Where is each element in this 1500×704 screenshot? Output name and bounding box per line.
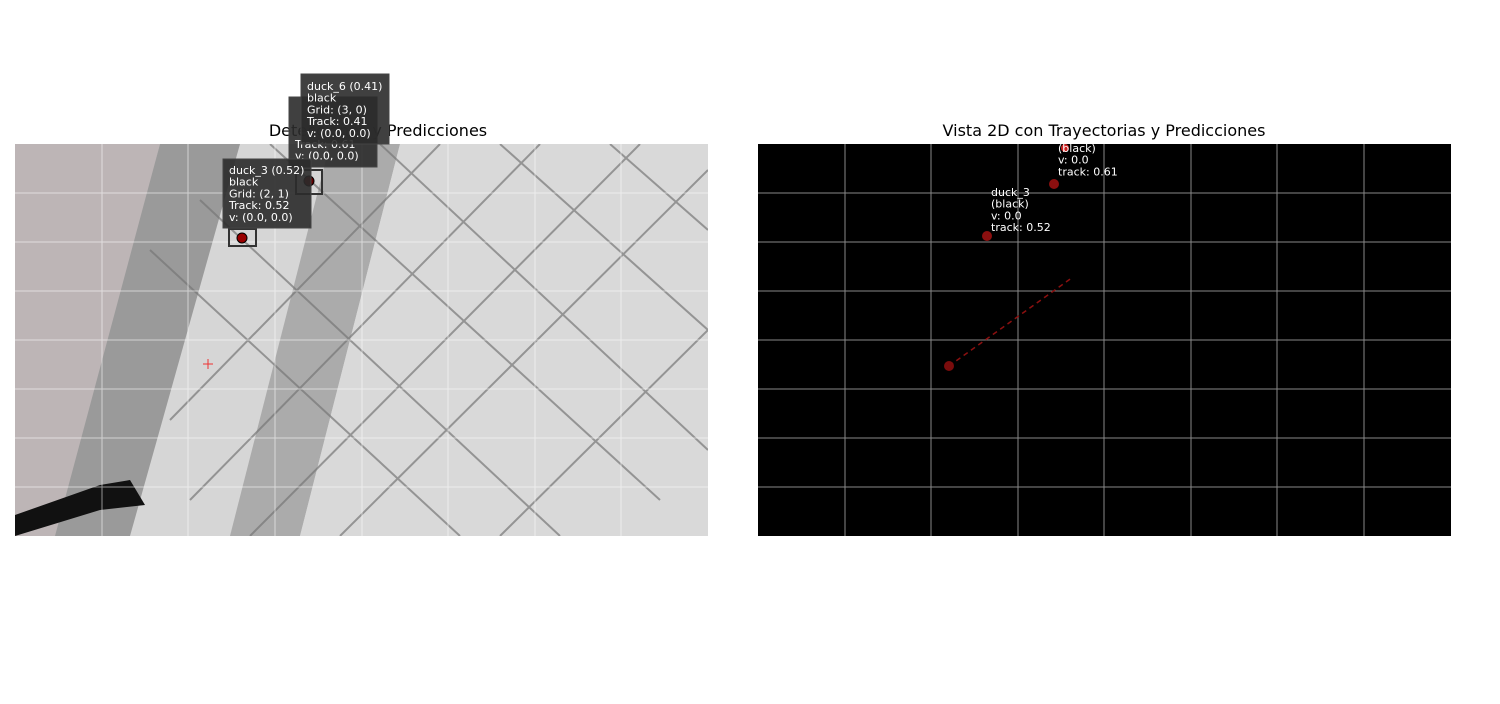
label-line: duck_3 (0.52) xyxy=(229,164,304,177)
label-line: Track: 0.41 xyxy=(306,115,367,128)
label-line: (black) xyxy=(991,198,1029,211)
label-line: black xyxy=(307,92,337,105)
label-line: Grid: (3, 0) xyxy=(307,103,367,116)
label-line: v: (0.0, 0.0) xyxy=(229,211,293,224)
camera-image xyxy=(15,144,708,536)
label-line: Track: 0.52 xyxy=(228,199,289,212)
label-line: v: 0.0 xyxy=(991,209,1022,222)
label-line: track: 0.61 xyxy=(1058,165,1118,178)
map-view xyxy=(758,144,1451,536)
label-line: v: (0.0, 0.0) xyxy=(307,127,371,140)
panel-title: Vista 2D con Trayectorias y Predicciones xyxy=(943,121,1266,140)
label-box xyxy=(300,73,390,145)
label-line: duck_3 xyxy=(991,186,1030,199)
label-box xyxy=(222,158,312,229)
label-line: duck_6 (0.41) xyxy=(307,80,382,93)
label-line: (black) xyxy=(1058,142,1096,155)
label-line: track: 0.52 xyxy=(991,221,1051,234)
label-line: Grid: (2, 1) xyxy=(229,187,289,200)
label-line: black xyxy=(229,176,259,189)
label-line: v: 0.0 xyxy=(1058,154,1089,167)
